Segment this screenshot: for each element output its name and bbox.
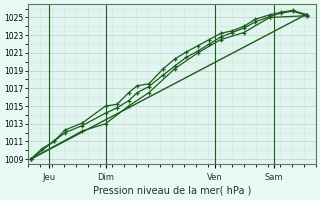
X-axis label: Pression niveau de la mer( hPa ): Pression niveau de la mer( hPa ) [92, 186, 251, 196]
